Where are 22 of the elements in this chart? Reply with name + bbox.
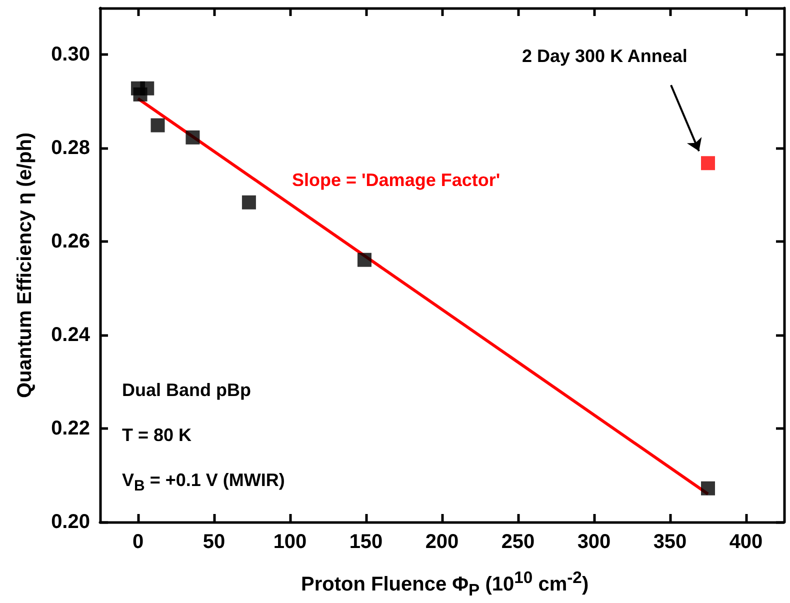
y-tick-label: 0.22 [51, 418, 90, 440]
x-tick-label: 350 [653, 531, 687, 553]
x-tick-label: 400 [729, 531, 763, 553]
y-tick-label: 0.24 [51, 324, 91, 346]
x-tick-label: 100 [273, 531, 307, 553]
y-tick-label: 0.30 [51, 44, 90, 66]
x-tick-label: 150 [349, 531, 383, 553]
y-axis-title: Quantum Efficiency η (e/ph) [14, 132, 37, 398]
x-tick-label: 250 [501, 531, 535, 553]
x-tick-label: 50 [202, 531, 226, 553]
y-tick-label: 0.26 [51, 230, 90, 253]
x-tick-label: 300 [577, 531, 611, 553]
y-tick-label: 0.28 [51, 137, 90, 160]
y-tick-label: 0.20 [51, 511, 90, 533]
annotation: 2 Day 300 K Anneal [522, 46, 688, 67]
x-tick-label: 200 [425, 531, 459, 553]
annotation: T = 80 K [122, 425, 192, 446]
annotation: Dual Band pBp [122, 380, 251, 401]
annotation: Slope = 'Damage Factor' [292, 170, 500, 191]
annotation: V$_{B}$ = +0.1 V (MWIR) [122, 470, 285, 495]
x-tick-label: 0 [132, 531, 144, 553]
x-axis-title: Proton Fluence Φ$_{P}$ (10$^{10}$ cm$^{-2}$) [301, 568, 589, 601]
